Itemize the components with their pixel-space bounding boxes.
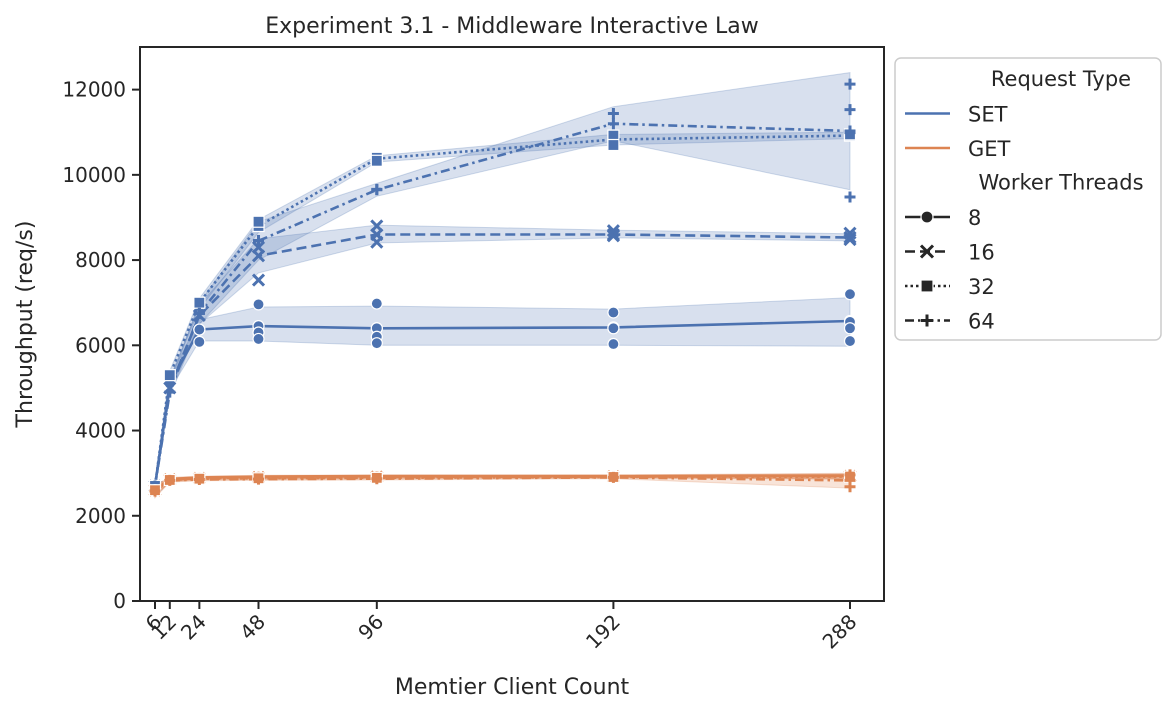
data-point-get-64 <box>164 474 176 486</box>
data-point-get-64 <box>844 481 856 493</box>
data-markers <box>148 78 857 497</box>
data-point-set-64 <box>844 127 856 139</box>
data-point-set-16 <box>843 233 857 247</box>
data-point-get-64 <box>253 473 265 485</box>
legend-marker-x <box>919 244 935 259</box>
data-point-set-64 <box>844 191 856 203</box>
legend-marker-plus <box>921 314 933 327</box>
data-point-set-64 <box>164 386 176 398</box>
legend-marker-square <box>920 279 934 293</box>
data-point-set-8 <box>607 322 620 335</box>
data-point-set-16 <box>843 230 857 245</box>
data-point-set-64 <box>844 78 856 90</box>
x-tick-label: 288 <box>818 610 862 654</box>
x-tick-label: 96 <box>353 610 388 645</box>
y-tick-label: 12000 <box>62 78 126 102</box>
legend: Request Type SET GET Worker Threads 8 16 32 64 <box>894 57 1162 341</box>
data-point-set-32 <box>163 369 176 382</box>
y-tick-label: 8000 <box>75 248 126 272</box>
legend-box <box>894 57 1162 341</box>
legend-label-threads-8: 8 <box>968 206 981 230</box>
y-tick-label: 0 <box>113 589 126 613</box>
data-point-set-8 <box>607 306 620 319</box>
x-tick-label: 24 <box>176 610 211 645</box>
legend-label-threads-64: 64 <box>968 310 995 334</box>
data-point-set-64 <box>371 183 383 195</box>
data-point-set-32 <box>193 296 206 309</box>
y-tick-label: 2000 <box>75 504 126 528</box>
data-point-set-8 <box>193 323 206 336</box>
x-axis-label: Memtier Client Count <box>395 675 630 700</box>
x-tick-label: 48 <box>235 610 270 645</box>
data-point-set-8 <box>252 332 265 346</box>
data-point-set-8 <box>370 297 383 310</box>
legend-label-set: SET <box>968 103 1008 127</box>
data-point-set-8 <box>843 334 857 348</box>
y-axis: 0 2000 4000 6000 8000 10000 12000 <box>62 78 140 613</box>
data-point-get-64 <box>149 485 161 497</box>
data-point-get-64 <box>193 474 205 486</box>
data-point-set-64 <box>253 234 265 246</box>
x-tick-label: 192 <box>581 610 625 654</box>
data-point-set-64 <box>607 107 619 119</box>
data-point-set-64 <box>193 307 205 319</box>
y-tick-label: 4000 <box>75 419 126 443</box>
chart-title: Experiment 3.1 - Middleware Interactive … <box>265 14 759 39</box>
data-point-set-16 <box>370 219 384 233</box>
data-point-get-64 <box>607 471 619 483</box>
data-point-set-16 <box>251 240 266 254</box>
data-point-set-16 <box>370 235 384 249</box>
data-point-set-8 <box>370 337 383 350</box>
legend-title-request-type: Request Type <box>991 67 1131 91</box>
legend-title-worker-threads: Worker Threads <box>978 171 1143 195</box>
y-tick-label: 6000 <box>75 333 126 357</box>
legend-label-threads-32: 32 <box>968 275 995 299</box>
data-point-set-32 <box>370 154 383 167</box>
y-tick-label: 10000 <box>62 163 126 187</box>
ci-band-set-16 <box>154 224 851 489</box>
legend-marker-circle <box>920 210 934 224</box>
data-point-get-64 <box>844 469 856 481</box>
data-point-set-16 <box>606 224 620 238</box>
data-point-set-64 <box>844 104 856 116</box>
data-point-get-64 <box>371 473 383 485</box>
y-axis-label: Throughput (req/s) <box>13 221 38 429</box>
data-point-set-8 <box>252 298 265 311</box>
data-point-set-16 <box>251 273 266 287</box>
legend-label-threads-16: 16 <box>968 241 995 265</box>
data-point-set-8 <box>193 335 206 348</box>
data-point-set-8 <box>843 322 857 335</box>
data-point-set-8 <box>843 288 857 301</box>
data-point-set-16 <box>606 229 620 243</box>
data-point-set-8 <box>607 337 620 351</box>
plot-frame <box>139 46 885 602</box>
legend-label-get: GET <box>968 137 1011 161</box>
data-point-set-32 <box>252 215 265 228</box>
data-point-set-32 <box>607 138 620 152</box>
data-point-set-64 <box>607 118 619 130</box>
